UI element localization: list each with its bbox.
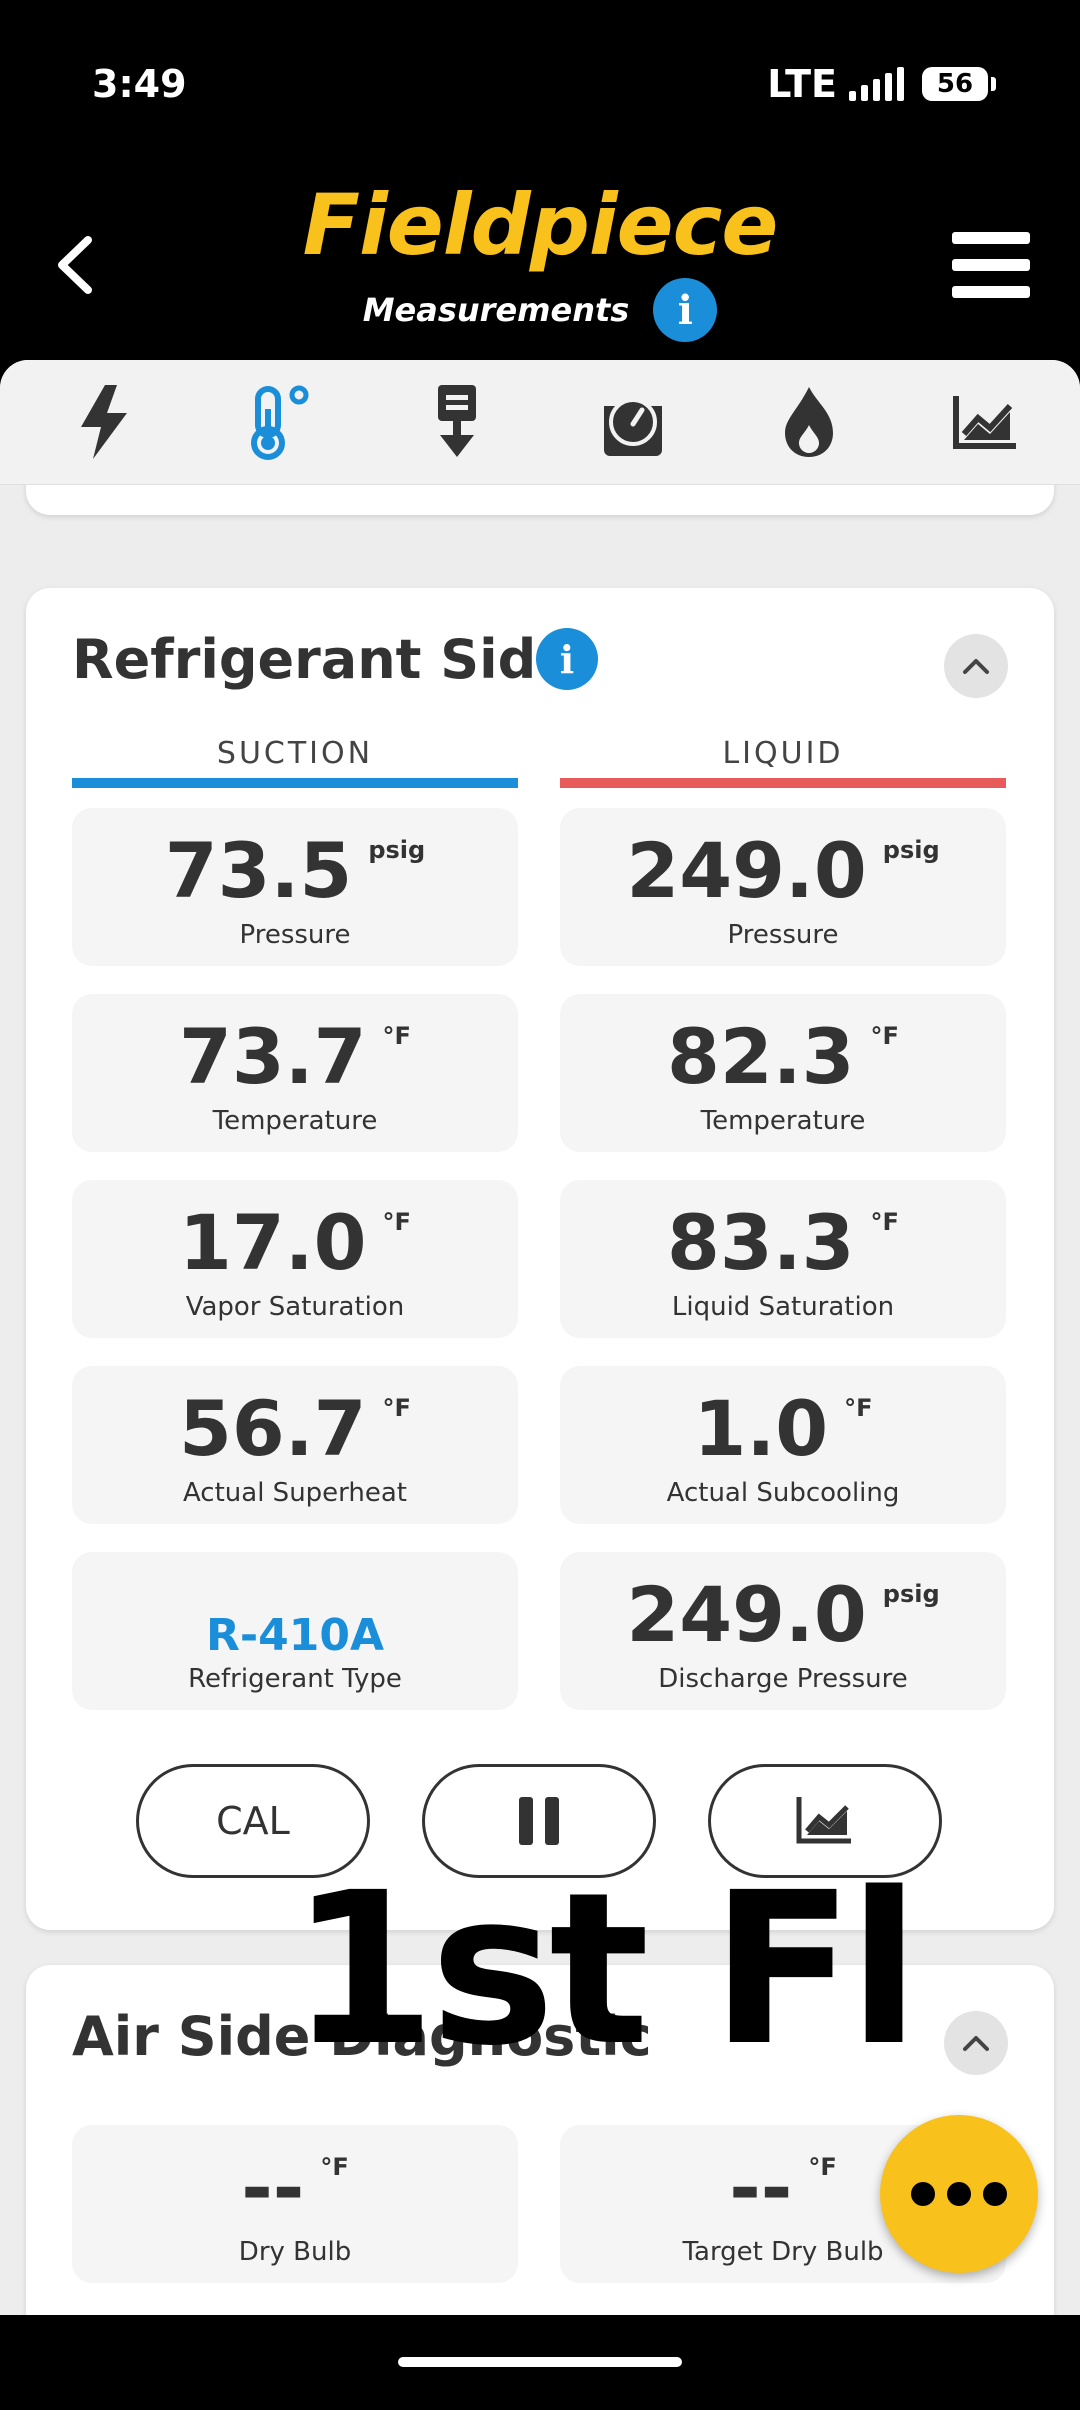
tile-unit: psig [882,1580,940,1608]
battery-icon: 56 [922,67,996,101]
tile-unit: °F [844,1394,873,1422]
tile-unit: °F [382,1394,411,1422]
actual-subcooling-tile[interactable]: 1.0 °F Actual Subcooling [560,1366,1006,1524]
hamburger-menu-icon[interactable] [952,232,1030,298]
tile-value: 73.5 [164,826,353,915]
tile-value: -- [729,2143,793,2232]
tile-label: Temperature [212,1106,378,1136]
status-time: 3:49 [92,62,187,106]
refrigerant-type-tile[interactable]: R-410A Refrigerant Type [72,1552,518,1710]
info-icon[interactable]: i [653,278,718,342]
tile-value: 83.3 [667,1198,855,1287]
refrigerant-type-value: R-410A [205,1610,385,1661]
status-indicators: LTE 56 [767,62,996,106]
tab-charts[interactable] [940,377,1030,467]
status-bar: 3:49 LTE 56 [0,0,1080,170]
actual-superheat-tile[interactable]: 56.7 °F Actual Superheat [72,1366,518,1524]
tab-temperature[interactable] [236,377,326,467]
overlay-annotation: 1st Fl [290,1847,920,2092]
tile-label: Actual Subcooling [666,1478,900,1508]
graph-button[interactable] [708,1764,942,1878]
back-arrow-icon[interactable] [50,230,100,300]
tile-label: Discharge Pressure [658,1664,908,1694]
brand-logo: Fieldpiece [302,176,779,274]
home-bar-area [0,2315,1080,2410]
tile-label: Pressure [727,920,839,950]
pause-icon [519,1797,559,1845]
collapse-button[interactable] [944,2011,1008,2075]
liquid-pressure-tile[interactable]: 249.0 psig Pressure [560,808,1006,966]
tab-gauges[interactable] [588,377,678,467]
liquid-column-header: LIQUID [560,736,1006,788]
main-content[interactable]: Refrigerant Side i SUCTION LIQUID 73.5 ps… [0,360,1080,2315]
tile-value: 17.0 [179,1198,367,1287]
tile-value: 249.0 [626,826,867,915]
tile-label: Actual Superheat [182,1478,408,1508]
tile-value: 249.0 [626,1570,867,1659]
liquid-bar [560,778,1006,788]
suction-bar [72,778,518,788]
tile-label: Target Dry Bulb [682,2237,884,2267]
tile-unit: °F [320,2153,349,2181]
flame-icon [785,387,833,457]
tile-unit: psig [368,836,426,864]
tile-label: Pressure [239,920,351,950]
chart-icon [796,1797,851,1844]
vapor-saturation-tile[interactable]: 17.0 °F Vapor Saturation [72,1180,518,1338]
chart-icon [953,396,1016,449]
tile-unit: °F [870,1208,899,1236]
thermometer-icon [251,385,309,460]
tile-value: 73.7 [179,1012,367,1101]
chevron-up-icon [963,2036,989,2051]
cal-button[interactable]: CAL [136,1764,370,1878]
tile-value: -- [241,2143,305,2232]
tile-unit: °F [808,2153,837,2181]
suction-pressure-tile[interactable]: 73.5 psig Pressure [72,808,518,966]
pause-button[interactable] [422,1764,656,1878]
tile-label: Refrigerant Type [188,1664,402,1694]
liquid-temperature-tile[interactable]: 82.3 °F Temperature [560,994,1006,1152]
home-indicator[interactable] [398,2357,682,2367]
tab-combustion[interactable] [764,377,854,467]
page-subtitle: Measurements [362,291,630,329]
air-side-diagnostic-card: Air Side Diagnostic -- °F Dry Bulb -- °F T… [26,1965,1054,2315]
tile-unit: °F [382,1208,411,1236]
gauge-icon [604,398,662,456]
suction-label: SUCTION [216,736,374,771]
lightning-icon [81,385,127,459]
tile-value: 1.0 [693,1384,829,1473]
tile-unit: psig [882,836,940,864]
app-header: Fieldpiece Measurements i [0,170,1080,365]
tab-electrical[interactable] [60,377,150,467]
signal-icon [849,67,904,101]
dry-bulb-tile[interactable]: -- °F Dry Bulb [72,2125,518,2283]
liquid-saturation-tile[interactable]: 83.3 °F Liquid Saturation [560,1180,1006,1338]
airflow-icon [438,385,476,457]
tile-label: Dry Bulb [238,2237,352,2267]
tile-label: Temperature [700,1106,866,1136]
section-title: Air Side Diagnostic [72,2005,652,2068]
tab-airflow[interactable] [412,377,502,467]
tile-unit: °F [382,1022,411,1050]
network-type: LTE [767,62,837,106]
tile-value: 82.3 [667,1012,855,1101]
info-icon[interactable]: i [536,628,598,690]
suction-column-header: SUCTION [72,736,518,788]
category-tabbar [0,360,1080,485]
tile-label: Vapor Saturation [185,1292,405,1322]
collapse-button[interactable] [944,634,1008,698]
tile-unit: °F [870,1022,899,1050]
subtitle-row: Measurements i [0,278,1080,342]
more-options-button[interactable] [880,2115,1038,2273]
tile-value: 56.7 [179,1384,367,1473]
suction-temperature-tile[interactable]: 73.7 °F Temperature [72,994,518,1152]
more-dots-icon [911,2182,935,2206]
liquid-label: LIQUID [722,736,844,771]
section-title: Refrigerant Side [72,628,573,691]
tile-label: Liquid Saturation [671,1292,895,1322]
chevron-up-icon [963,659,989,674]
refrigerant-side-card: Refrigerant Side i SUCTION LIQUID 73.5 ps… [26,588,1054,1930]
discharge-pressure-tile[interactable]: 249.0 psig Discharge Pressure [560,1552,1006,1710]
